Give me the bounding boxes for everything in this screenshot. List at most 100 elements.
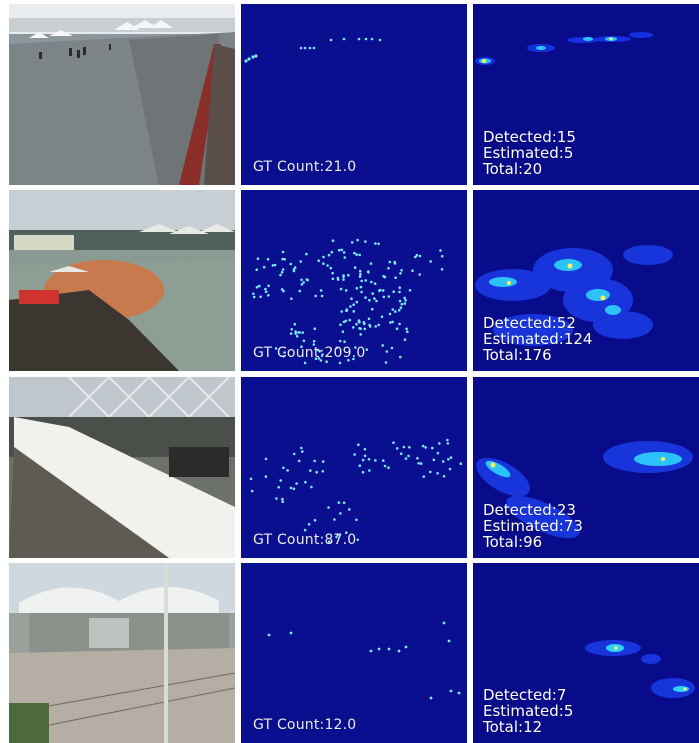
density-dot [370,280,373,284]
density-dot [293,322,297,326]
density-dot [267,284,270,288]
row3-estimated-label: Estimated:73 [483,517,583,535]
density-dot [262,265,266,269]
density-dot [252,295,256,299]
density-dot [415,253,419,257]
density-dot [436,472,439,475]
density-dot [303,361,307,365]
density-dot [382,295,386,299]
density-dot [352,326,355,329]
density-dot [301,331,304,334]
row1-detected-label: Detected:15 [483,128,576,146]
density-dot [343,340,346,343]
density-dot [347,358,350,362]
density-dot [350,297,353,300]
density-dot [345,308,348,311]
density-dot [418,273,421,276]
density-dot [360,279,363,283]
density-dot [353,453,356,456]
density-dot [331,277,335,281]
density-dot [286,469,289,472]
density-dot [395,447,399,450]
density-dot [252,292,255,296]
row3-gt-count-label: GT Count:87.0 [253,532,357,548]
row2-estimated-heatmap: Detected:52 Estimated:124 Total:176 [473,190,699,371]
row1-estimated-label: Estimated:5 [483,144,574,162]
density-dot [391,308,395,311]
density-dot [406,330,409,333]
density-dot [275,497,278,500]
density-dot [339,512,342,515]
density-dot [358,464,362,467]
row1-estimated-heatmap: Detected:15 Estimated:5 Total:20 [473,4,699,185]
density-dot [327,540,331,543]
density-dot [314,294,317,298]
row3-total-label: Total:96 [483,533,543,551]
density-dot [399,452,403,455]
density-dot [336,533,339,536]
density-dot [302,339,306,343]
density-dot [292,487,296,491]
density-dot [305,252,308,256]
row2-density-dots [252,238,444,365]
density-dot [330,250,334,254]
density-dot [363,447,367,451]
density-dot [279,273,282,277]
density-dot [417,462,420,465]
density-dot [364,240,367,243]
density-dot [404,299,407,302]
density-dot [387,295,391,298]
density-dot [442,475,446,478]
density-dot [399,355,402,359]
density-dot [309,469,312,472]
density-dot [349,305,352,308]
density-dot [327,253,331,257]
density-dot [340,248,344,252]
density-dot [350,241,354,244]
density-dot [283,351,286,354]
row4-estimated-label: Estimated:5 [483,702,574,720]
density-dot [422,475,426,478]
density-dot [264,290,268,293]
density-dot [449,456,453,459]
density-dot [441,460,445,463]
row2-total-label: Total:176 [483,346,552,364]
density-dot [431,446,434,450]
density-dot [289,486,293,490]
row2-gt-count-label: GT Count:209.0 [253,345,366,361]
row4-counts: Detected:7 Estimated:5 Total:12 [483,687,573,735]
row2-counts: Detected:52 Estimated:124 Total:176 [483,315,592,363]
row3-density-dots [249,438,463,543]
row4-photo-scene [9,563,235,743]
density-dot [322,255,325,259]
density-dot [264,457,268,461]
row2-ground-truth-density-map: GT Count:209.0 [241,190,467,371]
density-dot [439,249,442,252]
density-dot [302,281,305,284]
density-dot [264,475,268,478]
density-dot [312,339,316,343]
row2-crowd-photo [9,190,235,371]
density-dot [345,531,348,534]
density-dot [335,346,339,350]
density-dot [432,458,436,462]
density-dot [300,278,303,282]
density-dot [352,357,355,361]
density-dot [342,278,345,281]
density-dot [375,299,378,303]
density-dot [282,466,285,470]
density-dot [368,298,371,302]
row4-ground-truth-density-map: GT Count:12.0 [241,563,467,743]
density-dot [369,262,373,265]
density-dot [358,275,362,278]
density-dot [329,266,333,270]
density-dot [290,328,294,331]
density-dot [364,279,368,282]
density-dot [259,295,262,299]
density-dot [249,477,253,481]
density-dot [352,303,355,306]
density-dot [381,344,384,347]
row3-detected-label: Detected:23 [483,501,576,519]
row1-total-label: Total:20 [483,160,543,178]
density-dot [305,278,309,281]
